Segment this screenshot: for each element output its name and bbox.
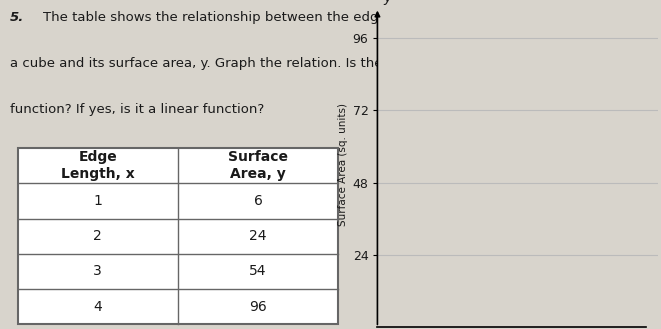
Text: Surface
Area, y: Surface Area, y (228, 150, 288, 182)
Text: 5.: 5. (11, 12, 24, 24)
Text: 1: 1 (93, 194, 102, 208)
Text: Edge
Length, x: Edge Length, x (61, 150, 135, 182)
Text: 24: 24 (249, 229, 267, 243)
Text: a cube and its surface area, y. Graph the relation. Is the relation a: a cube and its surface area, y. Graph th… (11, 57, 450, 70)
Text: y: y (383, 0, 391, 5)
Text: 96: 96 (249, 299, 267, 314)
Text: function? If yes, is it a linear function?: function? If yes, is it a linear functio… (11, 103, 264, 115)
Y-axis label: Surface Area (sq. units): Surface Area (sq. units) (338, 103, 348, 226)
Text: 4: 4 (93, 299, 102, 314)
Text: The table shows the relationship between the edge length, x, of: The table shows the relationship between… (43, 12, 471, 24)
Bar (18, 148, 338, 324)
Text: 6: 6 (254, 194, 262, 208)
Text: 2: 2 (93, 229, 102, 243)
Text: 54: 54 (249, 264, 267, 278)
Text: 3: 3 (93, 264, 102, 278)
